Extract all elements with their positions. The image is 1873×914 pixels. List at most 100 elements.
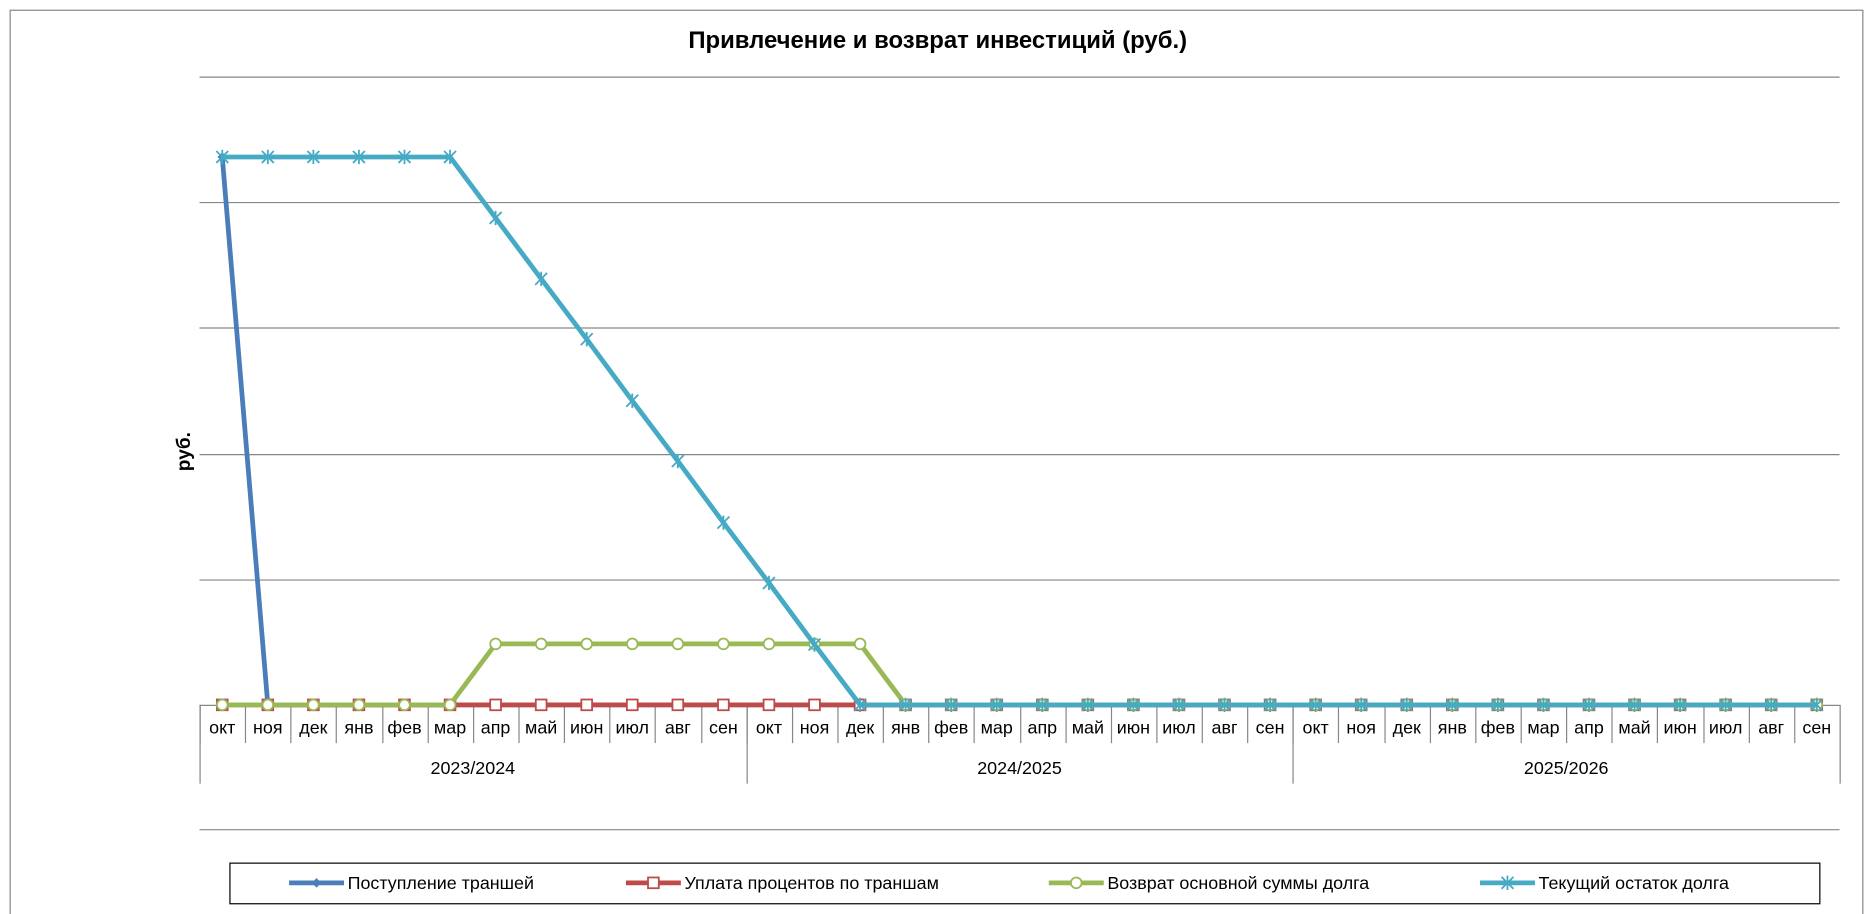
x-tick-label: окт [756,717,782,737]
marker [580,698,593,712]
marker [534,698,548,712]
x-tick-label: сен [709,717,738,737]
marker [671,637,685,651]
x-tick-label: окт [1303,717,1329,737]
x-tick-label: июн [570,717,603,737]
x-tick-label: мар [1527,717,1559,737]
group-label: 2024/2025 [977,758,1062,778]
x-tick-label: фев [1481,717,1515,737]
marker [352,698,366,712]
x-tick-label: сен [1256,717,1285,737]
marker [1217,697,1232,713]
marker [397,149,412,165]
marker [1582,697,1596,713]
marker [671,698,685,712]
x-tick-label: авг [1212,717,1238,737]
marker [307,698,320,712]
series-line [222,154,1817,708]
marker [1673,697,1687,713]
marker [1126,697,1141,713]
marker [443,698,457,712]
x-tick-label: янв [344,717,373,737]
marker [1400,697,1414,713]
x-tick-label: июн [1117,717,1150,737]
x-tick-label: дек [846,717,874,737]
group-label: 2023/2024 [431,758,516,778]
legend-label: Поступление траншей [348,873,534,893]
x-tick-label: фев [387,717,421,737]
x-tick-label: дек [1393,717,1421,737]
legend-label: Уплата процентов по траншам [684,873,938,893]
x-tick-label: янв [1438,717,1467,737]
x-tick-label: ноя [253,717,283,737]
y-axis-label: руб. [174,432,195,471]
x-tick-label: мар [981,717,1013,737]
marker [489,210,503,226]
x-tick-label: апр [1574,717,1604,737]
marker [647,876,660,890]
marker [215,698,229,712]
x-tick-label: июл [1709,717,1742,737]
marker [990,697,1004,713]
marker [717,637,730,651]
marker [534,637,548,651]
x-tick-label: июл [616,717,650,737]
marker [1500,875,1515,891]
marker [807,637,822,652]
legend-label: Возврат основной суммы долга [1107,873,1369,893]
marker [534,271,548,287]
marker [1172,697,1186,713]
x-tick-label: май [1072,717,1104,737]
marker [626,637,639,651]
marker [762,575,776,591]
marker [489,698,502,712]
x-tick-label: авг [1758,717,1784,737]
marker [899,697,913,713]
marker [1627,697,1642,713]
legend-label: Текущий остаток долга [1539,873,1729,893]
marker [215,149,229,165]
marker [580,332,594,347]
x-tick-label: окт [209,717,235,737]
marker [625,393,639,408]
chart-title: Привлечение и возврат инвестиций (руб.) [688,27,1187,54]
x-tick-label: ноя [1346,717,1376,737]
marker [671,453,685,469]
x-tick-label: мар [434,717,466,737]
marker [853,637,867,651]
marker [762,637,776,651]
marker [1491,697,1505,713]
x-tick-label: фев [934,717,968,737]
marker [1354,697,1368,713]
marker [1719,697,1733,713]
chart-border [9,9,1864,914]
marker [762,698,776,712]
x-tick-label: май [525,717,557,737]
marker [1810,697,1824,713]
x-tick-label: июл [1162,717,1196,737]
marker [306,149,320,165]
marker [352,149,366,165]
marker [1263,697,1277,713]
marker [398,698,411,712]
marker [261,698,275,712]
x-tick-label: авг [665,717,691,737]
marker [1309,697,1323,713]
marker [944,697,958,713]
x-tick-label: май [1618,717,1650,737]
marker [1536,697,1551,713]
marker [717,698,730,712]
marker [853,697,867,713]
marker [626,698,639,712]
marker [1445,697,1459,713]
x-tick-label: сен [1802,717,1831,737]
x-tick-label: ноя [800,717,830,737]
marker [1081,697,1095,713]
marker [716,515,731,530]
marker [1035,697,1049,713]
marker [580,637,593,651]
legend-box [229,862,1821,905]
group-label: 2025/2026 [1524,758,1609,778]
marker [311,878,322,888]
